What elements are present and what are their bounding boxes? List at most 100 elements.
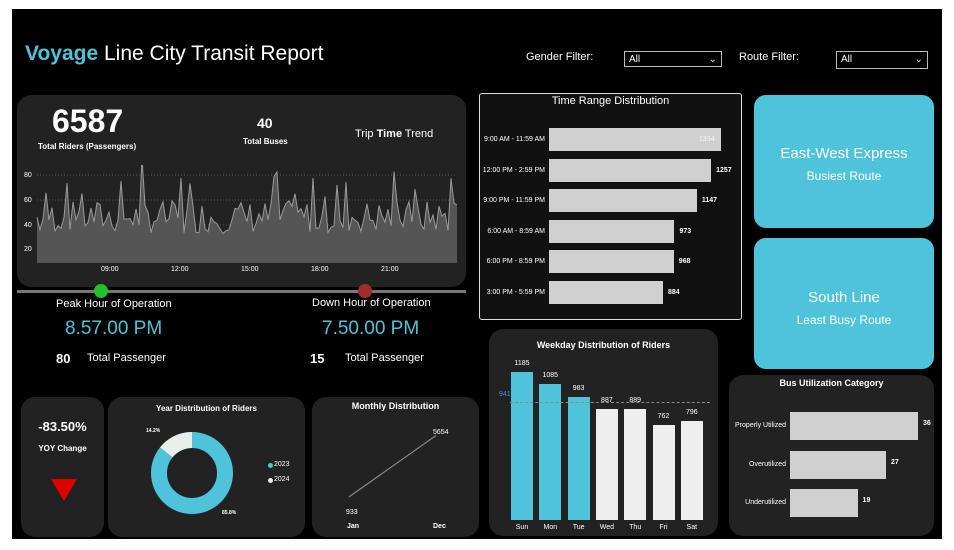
trend-title: Trip Time Trend [355, 128, 433, 140]
monthly-panel [312, 397, 479, 537]
route-filter-label: Route Filter: [739, 51, 799, 63]
peak-count: 80 [56, 351, 71, 366]
time-range-bar-value: 884 [667, 288, 680, 296]
pct-2023-label: 85.8% [222, 510, 237, 516]
monthly-title: Monthly Distribution [351, 401, 440, 411]
trend-xtick: 21:00 [381, 266, 399, 273]
trend-ytick: 20 [24, 246, 32, 253]
weekday-bar-value: 983 [572, 385, 585, 393]
legend-2023: 2023 [274, 461, 290, 468]
weekday-xtick: Mon [543, 524, 558, 531]
down-count-label: Total Passenger [345, 352, 424, 364]
monthly-start-value: 933 [346, 509, 358, 516]
hour-slider-track[interactable] [17, 290, 466, 293]
monthly-xtick-start: Jan [347, 523, 360, 530]
chevron-down-icon: ⌄ [914, 54, 923, 65]
total-riders-label: Total Riders (Passengers) [38, 142, 137, 151]
weekday-bar-value: 887 [601, 397, 613, 405]
weekday-bar-thu[interactable] [624, 408, 647, 520]
down-hour-title: Down Hour of Operation [312, 297, 431, 309]
down-hour-handle[interactable] [358, 284, 372, 298]
weekday-xtick: Sat [686, 524, 698, 531]
weekday-average-label: 941 [499, 391, 511, 399]
utilization-row-label: Underutilized [745, 499, 786, 506]
trend-xtick: 15:00 [241, 266, 259, 273]
trend-xtick: 18:00 [311, 266, 329, 273]
pct-2024-label: 14.2% [146, 428, 161, 434]
weekday-bar-mon[interactable] [539, 384, 562, 520]
weekday-xtick: Fri [659, 524, 668, 531]
chevron-down-icon: ⌄ [708, 54, 717, 65]
donut-slice-2024 [160, 432, 193, 458]
trend-ytick: 40 [24, 222, 32, 229]
utilization-row-label: Overutilized [749, 460, 786, 468]
peak-hour-title: Peak Hour of Operation [56, 298, 172, 310]
year-donut-chart [151, 432, 233, 514]
time-range-row-label: 9:00 AM - 11:59 AM [484, 136, 545, 143]
monthly-end-value: 5654 [433, 429, 449, 436]
utilization-bar-value: 19 [862, 497, 871, 504]
weekday-bar-value: 1185 [514, 360, 530, 367]
trend-xtick: 12:00 [171, 266, 189, 273]
weekday-xtick: Wed [599, 524, 615, 531]
busiest-route-card[interactable]: East-West Express Busiest Route [754, 95, 934, 228]
time-range-bar[interactable] [549, 250, 674, 273]
yoy-label: YOY Change [38, 444, 87, 453]
weekday-bar-wed[interactable] [595, 409, 618, 520]
busiest-route-label: Busiest Route [806, 169, 882, 183]
report-title-rest: Line City Transit Report [98, 42, 324, 65]
trend-ytick: 80 [24, 172, 32, 179]
time-range-bar[interactable] [549, 280, 663, 304]
utilization-row-label: Properly Utilized [735, 422, 786, 429]
legend-2023-swatch [268, 463, 273, 468]
time-range-bar[interactable] [549, 219, 675, 243]
time-range-bar-value: 973 [679, 227, 692, 235]
least-busy-route-card[interactable]: South Line Least Busy Route [754, 238, 934, 369]
weekday-average-line [510, 402, 710, 404]
time-range-bar-value: 1334 [699, 136, 715, 143]
gender-filter-value: All [629, 54, 641, 65]
least-route-name: South Line [808, 289, 880, 306]
time-range-bar[interactable] [549, 158, 712, 182]
time-range-row-label: 6:00 PM - 8:59 PM [486, 258, 545, 265]
legend-2024: 2024 [274, 476, 290, 483]
legend-2024-swatch [268, 478, 273, 483]
weekday-bar-sun[interactable] [511, 372, 533, 520]
yoy-value: -83.50% [38, 419, 87, 434]
report-title-brand: Voyage [25, 42, 99, 65]
weekday-bar-tue[interactable] [567, 397, 590, 520]
peak-hour-handle[interactable] [94, 284, 108, 298]
time-range-bar[interactable] [549, 128, 721, 151]
time-range-row-label: 3:00 PM - 5:59 PM [486, 288, 545, 296]
utilization-bar[interactable] [790, 450, 886, 479]
weekday-bar-sat[interactable] [680, 420, 703, 520]
year-dist-title: Year Distribution of Riders [156, 404, 257, 413]
monthly-series-line [348, 435, 437, 498]
trend-xtick: 09:00 [101, 266, 119, 273]
trip-trend-chart [36, 165, 458, 263]
time-range-row-label: 6:00 AM - 8:59 AM [487, 227, 545, 235]
gender-filter-select[interactable]: All ⌄ [624, 51, 722, 67]
total-riders-value: 6587 [52, 103, 124, 139]
utilization-bar[interactable] [790, 489, 858, 517]
yoy-panel [21, 397, 104, 537]
time-range-bar-value: 968 [678, 258, 691, 265]
weekday-title: Weekday Distribution of Riders [536, 340, 671, 350]
weekday-bar-value: 1085 [542, 372, 559, 380]
weekday-xtick: Sun [515, 524, 529, 531]
time-range-bar[interactable] [549, 189, 697, 212]
weekday-xtick: Thu [629, 524, 642, 531]
time-range-row-label: 12:00 PM - 2:59 PM [482, 166, 545, 174]
gender-filter-label: Gender Filter: [526, 51, 594, 63]
trend-title-c: Trend [402, 128, 434, 140]
weekday-bar-value: 796 [685, 408, 698, 416]
peak-hour-value: 8.57.00 PM [65, 318, 163, 339]
route-filter-select[interactable]: All ⌄ [836, 51, 928, 69]
utilization-bar[interactable] [790, 412, 918, 440]
utilization-bar-value: 36 [923, 420, 931, 427]
weekday-xtick: Tue [572, 524, 585, 531]
time-range-title: Time Range Distribution [551, 95, 670, 107]
time-range-bar-value: 1147 [701, 197, 718, 204]
time-range-row-label: 9:00 PM - 11:59 PM [483, 197, 545, 204]
weekday-bar-fri[interactable] [652, 424, 675, 520]
